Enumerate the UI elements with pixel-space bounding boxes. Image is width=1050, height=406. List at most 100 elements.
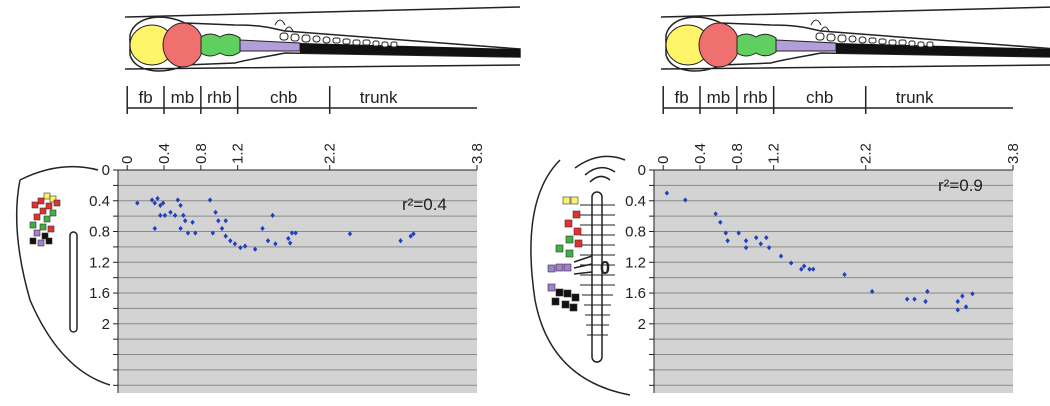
data-point bbox=[960, 293, 965, 299]
data-point bbox=[158, 202, 163, 208]
x-tick-label: 0 bbox=[119, 156, 136, 164]
y-tick-label: 0.4 bbox=[89, 193, 110, 210]
data-point bbox=[753, 235, 759, 241]
region-label: rhb bbox=[743, 88, 768, 107]
plot-area bbox=[118, 170, 477, 393]
data-point bbox=[347, 231, 353, 237]
data-point bbox=[207, 197, 213, 203]
region-label: fb bbox=[139, 88, 153, 107]
y-tick-label: 2 bbox=[102, 316, 110, 333]
data-point bbox=[175, 197, 181, 203]
data-point bbox=[273, 241, 278, 247]
y-tick-label: 0.8 bbox=[625, 224, 646, 241]
data-point bbox=[168, 209, 173, 215]
plot-area bbox=[654, 170, 1013, 393]
data-point bbox=[736, 230, 741, 236]
data-point bbox=[182, 218, 188, 224]
data-point bbox=[923, 298, 928, 305]
region-label: trunk bbox=[896, 88, 934, 107]
data-point bbox=[398, 238, 403, 244]
x-tick-label: 1.2 bbox=[230, 143, 247, 164]
region-label: chb bbox=[806, 88, 833, 107]
data-point bbox=[158, 212, 163, 218]
region-label: mb bbox=[171, 88, 195, 107]
data-point bbox=[788, 260, 794, 266]
region-label: trunk bbox=[360, 88, 398, 107]
data-point bbox=[912, 296, 917, 302]
data-point bbox=[286, 235, 291, 242]
embryo-schematic bbox=[660, 6, 1050, 72]
data-point bbox=[807, 266, 812, 272]
x-tick-label: 2.2 bbox=[322, 143, 339, 164]
data-point bbox=[232, 241, 238, 247]
data-point bbox=[252, 246, 258, 252]
data-point bbox=[778, 253, 784, 259]
region-label: chb bbox=[270, 88, 297, 107]
data-point bbox=[408, 233, 413, 239]
data-point bbox=[149, 197, 155, 203]
data-point bbox=[955, 307, 960, 313]
data-point bbox=[904, 296, 910, 302]
data-point bbox=[178, 225, 183, 232]
data-point bbox=[743, 238, 749, 244]
data-point bbox=[713, 211, 718, 217]
x-tick-label: 0.8 bbox=[729, 143, 746, 164]
x-tick-label: 0.8 bbox=[193, 143, 210, 164]
data-point bbox=[162, 212, 168, 218]
data-point bbox=[216, 218, 221, 224]
data-point bbox=[799, 266, 804, 272]
data-point bbox=[869, 288, 875, 295]
data-point bbox=[185, 230, 191, 236]
data-point bbox=[260, 225, 265, 232]
x-tick-label: 0.4 bbox=[156, 143, 173, 164]
data-point bbox=[160, 200, 166, 206]
data-point bbox=[152, 200, 158, 206]
y-tick-label: 1.2 bbox=[625, 254, 646, 271]
data-point bbox=[155, 195, 160, 202]
data-point bbox=[955, 298, 960, 305]
y-tick-label: 1.6 bbox=[89, 285, 110, 302]
data-point bbox=[842, 271, 847, 278]
data-point bbox=[801, 263, 807, 269]
data-point bbox=[970, 291, 975, 297]
data-point bbox=[683, 197, 688, 203]
y-tick-label: 0 bbox=[102, 162, 110, 179]
x-tick-label: 2.2 bbox=[858, 143, 875, 164]
inset-squares bbox=[29, 192, 61, 247]
y-tick-label: 1.2 bbox=[89, 254, 110, 271]
data-point bbox=[238, 245, 243, 251]
annotation: r²=0.4 bbox=[402, 195, 447, 214]
data-point bbox=[210, 230, 216, 236]
x-tick-label: 0.4 bbox=[692, 143, 709, 164]
data-point bbox=[287, 240, 293, 246]
data-point bbox=[213, 209, 218, 215]
data-point bbox=[725, 238, 730, 244]
region-label: rhb bbox=[207, 88, 232, 107]
region-label: mb bbox=[707, 88, 731, 107]
data-point bbox=[270, 212, 275, 218]
data-point bbox=[925, 288, 930, 295]
data-point bbox=[242, 243, 248, 249]
data-point bbox=[963, 304, 969, 310]
inset-label: 0 bbox=[600, 258, 610, 278]
data-point bbox=[190, 219, 195, 225]
data-point bbox=[289, 230, 295, 236]
data-point bbox=[293, 230, 298, 236]
y-tick-label: 0 bbox=[638, 162, 646, 179]
inset-squares bbox=[547, 196, 583, 312]
data-point bbox=[172, 212, 178, 218]
x-tick-label: 1.2 bbox=[766, 143, 783, 164]
data-point bbox=[811, 266, 816, 272]
y-tick-label: 1.6 bbox=[625, 285, 646, 302]
data-point bbox=[152, 225, 158, 232]
x-tick-label: 0 bbox=[655, 156, 672, 164]
data-point bbox=[766, 245, 772, 251]
data-point bbox=[718, 219, 723, 225]
data-point bbox=[193, 230, 198, 236]
annotation: r²=0.9 bbox=[938, 176, 983, 195]
data-point bbox=[265, 238, 271, 244]
y-tick-label: 0.4 bbox=[625, 193, 646, 210]
data-point bbox=[758, 241, 763, 247]
data-point bbox=[223, 218, 228, 224]
